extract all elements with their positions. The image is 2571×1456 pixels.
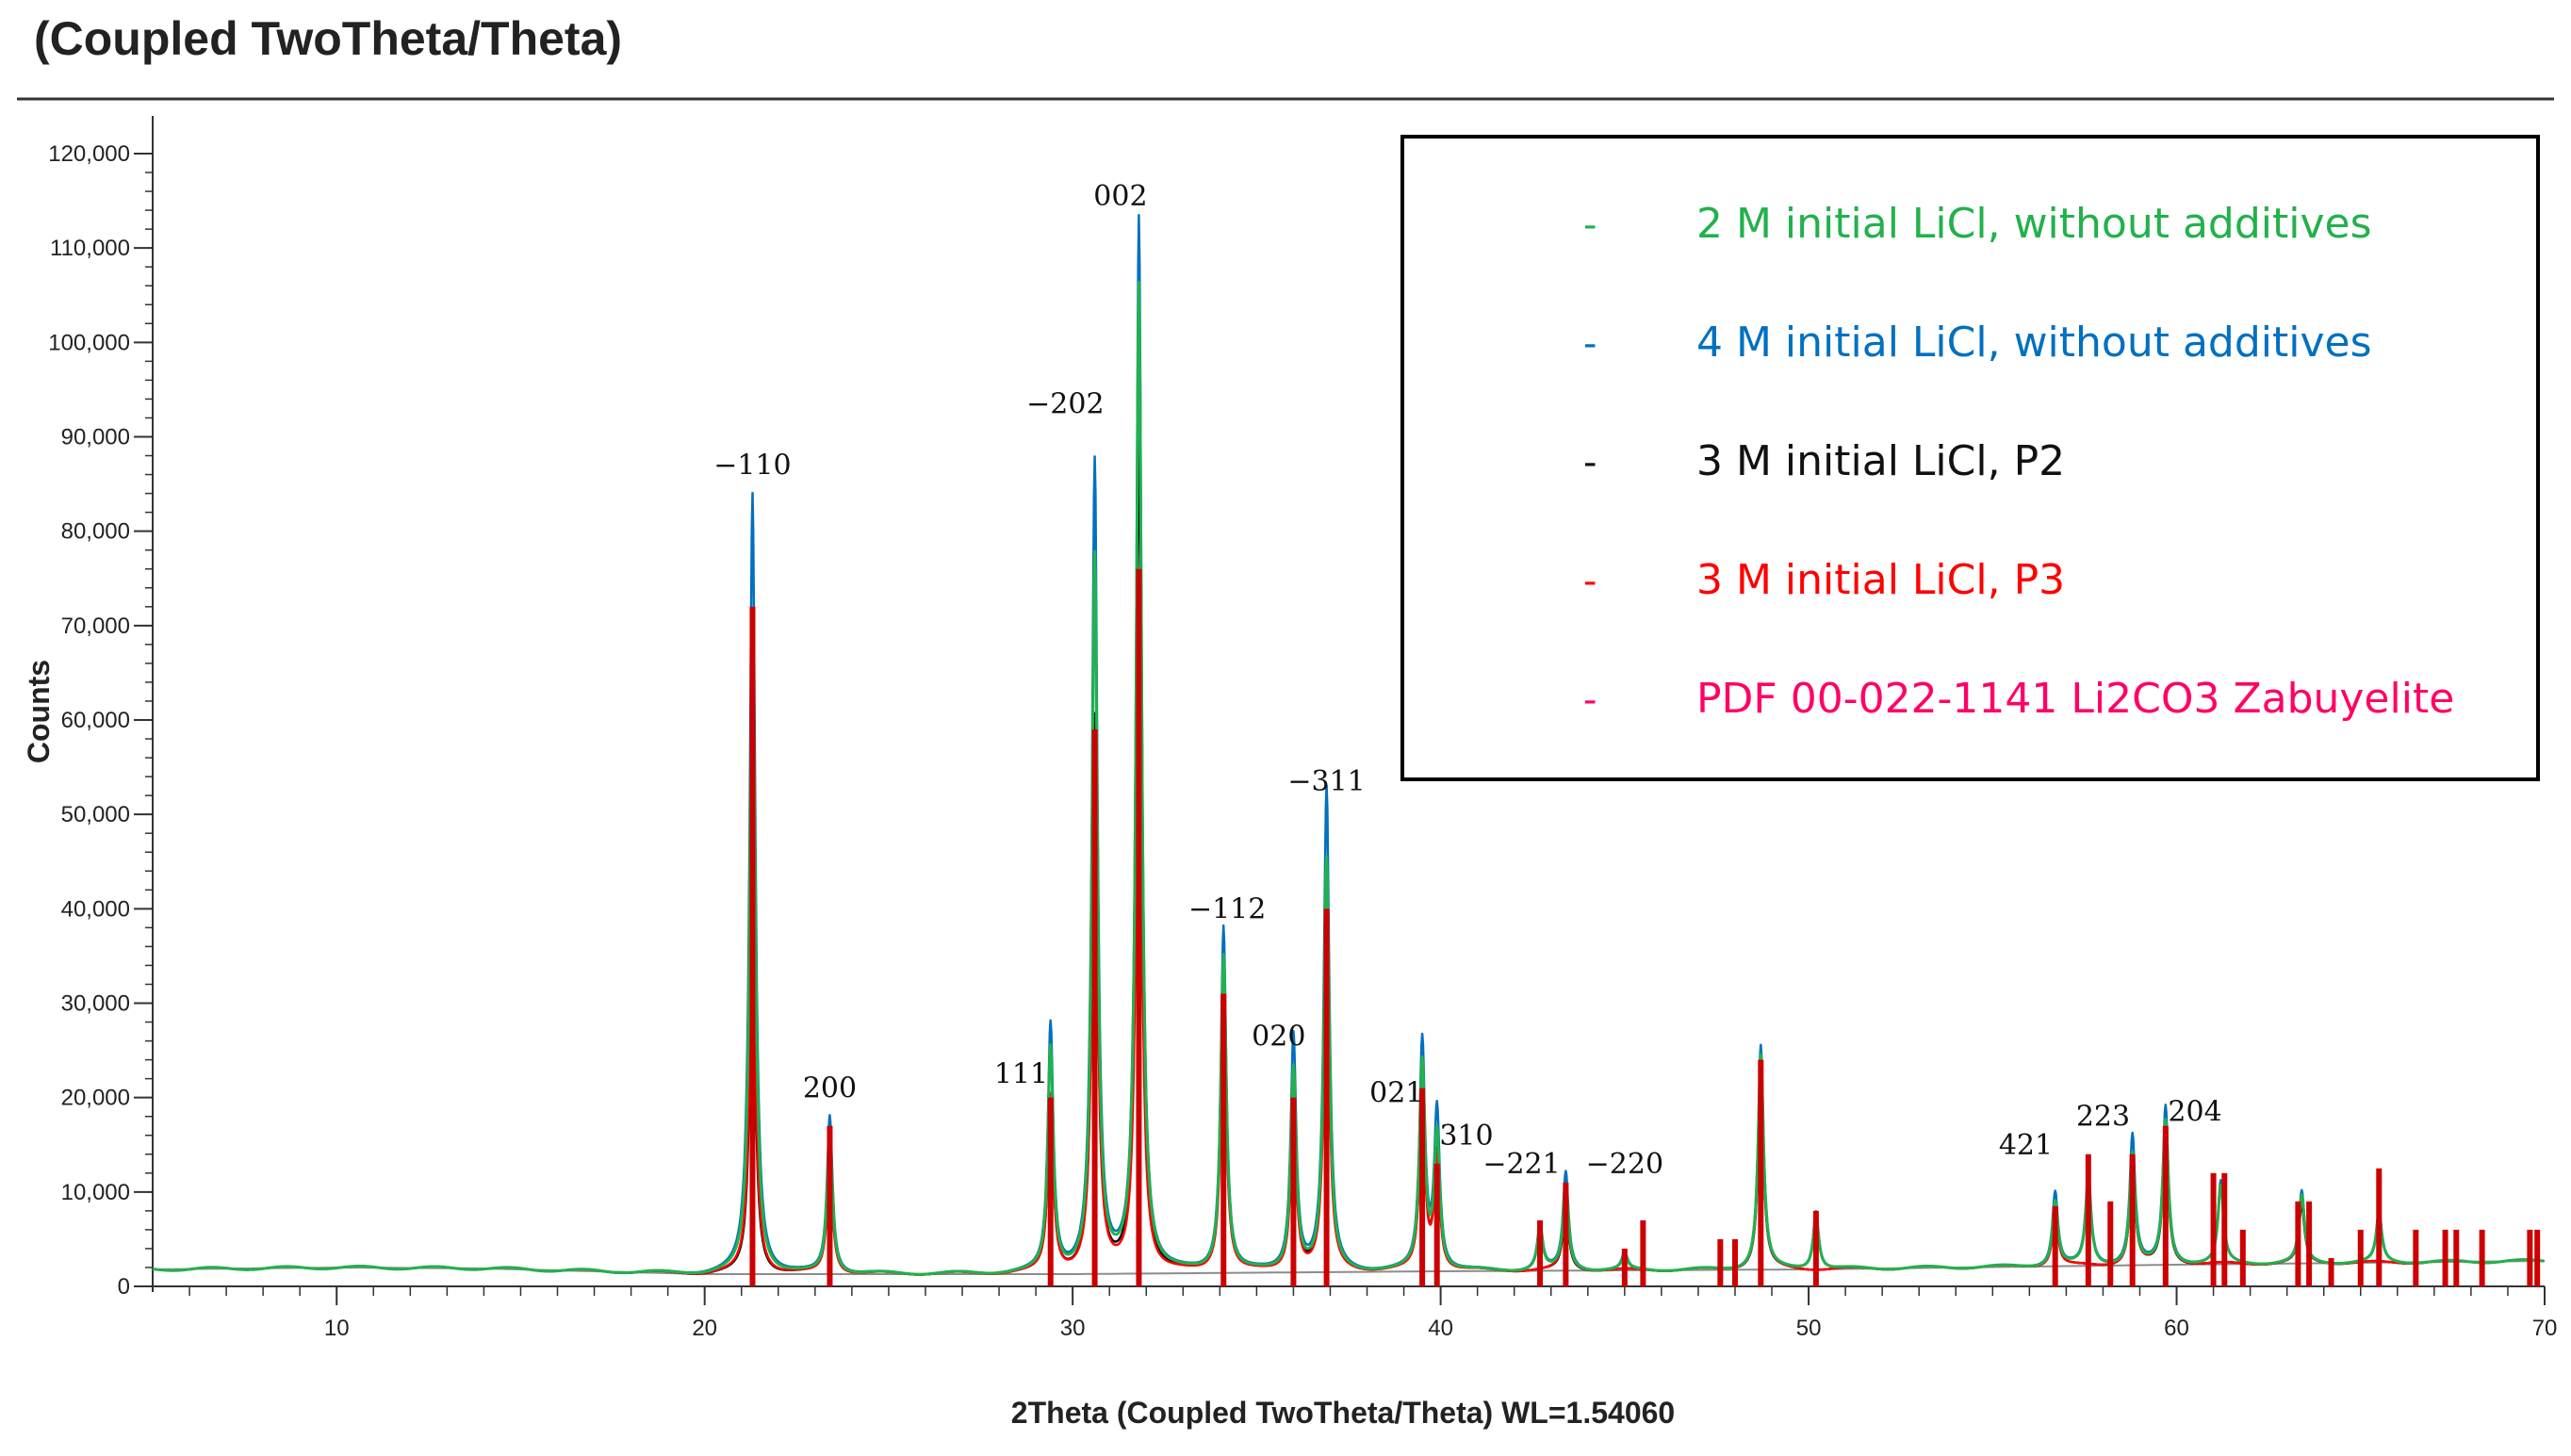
reference-stick (1290, 1097, 1297, 1286)
reference-stick (1419, 1088, 1426, 1286)
reference-stick (1220, 993, 1227, 1286)
reference-stick (1433, 1163, 1440, 1286)
y-tick-label: 10,000 (61, 1180, 130, 1205)
reference-stick (2306, 1201, 2313, 1286)
y-tick-label: 110,000 (50, 236, 130, 261)
x-axis-label: 2Theta (Coupled TwoTheta/Theta) WL=1.540… (1011, 1396, 1675, 1430)
reference-stick (2376, 1168, 2383, 1286)
reference-stick (2052, 1205, 2058, 1286)
series-layer (152, 214, 2545, 1276)
legend-marker-1: - (1583, 204, 1597, 247)
x-tick-label: 30 (1060, 1316, 1086, 1341)
reference-stick (2534, 1229, 2541, 1286)
peak-label: 204 (2168, 1096, 2221, 1129)
reference-stick (2479, 1229, 2485, 1286)
reference-stick (2129, 1153, 2136, 1286)
x-tick-label: 50 (1796, 1316, 1822, 1341)
legend-entry-5: PDF 00-022-1141 Li2CO3 Zabuyelite (1696, 675, 2454, 723)
peak-label: −221 (1482, 1148, 1560, 1181)
reference-stick (2085, 1153, 2091, 1286)
x-tick-label: 60 (2164, 1316, 2189, 1341)
peak-label: 310 (1439, 1120, 1493, 1153)
legend-entry-3: 3 M initial LiCl, P2 (1696, 437, 2065, 485)
reference-stick (1047, 1097, 1054, 1286)
reference-stick (749, 606, 756, 1286)
reference-stick (1717, 1238, 1724, 1286)
peak-label: −220 (1586, 1148, 1663, 1181)
legend-entry-2: 4 M initial LiCl, without additives (1696, 319, 2372, 367)
y-tick-label: 70,000 (61, 613, 130, 639)
reference-stick (1621, 1248, 1628, 1286)
peak-annotations: −110 200 111 −202 002 −112 020 −311 021 310−221 −2… (713, 180, 2221, 1181)
peak-label: −112 (1188, 892, 1266, 925)
peak-label: 020 (1252, 1021, 1305, 1054)
reference-stick (1323, 908, 1330, 1286)
reference-stick (2107, 1201, 2114, 1286)
legend-box (1400, 135, 2540, 781)
legend-entry-1: 2 M initial LiCl, without additives (1696, 200, 2372, 248)
peak-label: −110 (713, 450, 791, 483)
peak-label: −202 (1026, 387, 1104, 420)
y-axis-label: Counts (22, 660, 56, 763)
y-tick-label: 60,000 (61, 708, 130, 733)
reference-stick (1731, 1238, 1738, 1286)
y-tick-label: 40,000 (61, 896, 130, 922)
y-tick-label: 30,000 (61, 991, 130, 1017)
y-tick-label: 120,000 (48, 141, 130, 167)
reference-stick (1563, 1182, 1569, 1286)
peak-label: 111 (994, 1058, 1048, 1091)
axes: 0 10,000 20,000 30,000 40,000 50,000 60,000 70,… (48, 116, 2557, 1341)
reference-stick (2162, 1125, 2169, 1286)
legend-marker-4: - (1583, 560, 1597, 603)
y-tick-label: 100,000 (48, 330, 130, 355)
reference-stick (1091, 729, 1098, 1286)
y-tick-label: 20,000 (61, 1086, 130, 1111)
peak-label: 002 (1093, 180, 1147, 213)
x-tick-label: 10 (324, 1316, 350, 1341)
reference-stick (2295, 1201, 2301, 1286)
series-line-1 (152, 280, 2545, 1276)
peak-label: 421 (1999, 1129, 2053, 1162)
x-tick-label: 20 (692, 1316, 717, 1341)
y-tick-label: 80,000 (61, 519, 130, 545)
reference-stick (2239, 1229, 2246, 1286)
y-tick-label: 50,000 (61, 802, 130, 827)
legend-entry-4: 3 M initial LiCl, P3 (1696, 556, 2065, 604)
reference-stick (2221, 1172, 2228, 1286)
reference-stick (1537, 1219, 1544, 1286)
reference-stick (1640, 1219, 1646, 1286)
reference-stick (2328, 1257, 2334, 1286)
reference-stick (2442, 1229, 2448, 1286)
chart-title: (Coupled TwoTheta/Theta) (34, 12, 623, 65)
x-tick-label: 70 (2532, 1316, 2558, 1341)
reference-sticks (749, 568, 2541, 1286)
peak-label: 223 (2076, 1101, 2130, 1134)
peak-label: 021 (1369, 1077, 1423, 1110)
peak-label: 200 (803, 1072, 857, 1105)
reference-stick (2413, 1229, 2419, 1286)
reference-stick (2453, 1229, 2460, 1286)
legend-marker-3: - (1583, 441, 1597, 484)
reference-stick (1136, 568, 1142, 1286)
x-tick-label: 40 (1428, 1316, 1453, 1341)
y-tick-label: 90,000 (61, 425, 130, 450)
y-tick-label: 0 (118, 1274, 130, 1300)
reference-stick (2357, 1229, 2364, 1286)
peak-label: −311 (1287, 765, 1365, 798)
reference-stick (2527, 1229, 2533, 1286)
reference-stick (1758, 1059, 1764, 1286)
reference-stick (1812, 1210, 1819, 1286)
reference-stick (827, 1125, 833, 1286)
reference-stick (2210, 1172, 2217, 1286)
legend-marker-5: - (1583, 679, 1597, 722)
legend-marker-2: - (1583, 322, 1597, 366)
legend: - 2 M initial LiCl, without additives - … (1400, 135, 2540, 781)
